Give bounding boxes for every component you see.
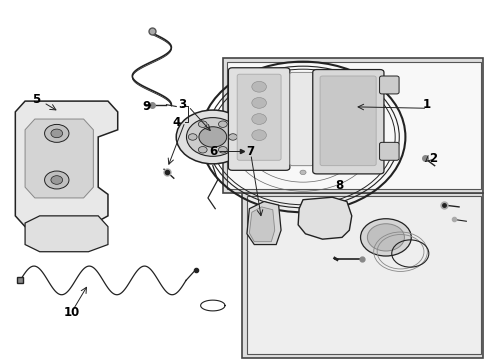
Text: 5: 5 bbox=[32, 93, 41, 106]
Polygon shape bbox=[246, 202, 281, 244]
Circle shape bbox=[333, 160, 340, 164]
Circle shape bbox=[283, 143, 292, 150]
Circle shape bbox=[347, 135, 353, 139]
Circle shape bbox=[199, 127, 226, 147]
FancyBboxPatch shape bbox=[222, 58, 483, 193]
Circle shape bbox=[198, 121, 207, 127]
Circle shape bbox=[299, 99, 305, 104]
Circle shape bbox=[265, 110, 271, 114]
Text: 6: 6 bbox=[209, 145, 217, 158]
Circle shape bbox=[279, 129, 288, 136]
Text: 4: 4 bbox=[172, 116, 181, 129]
Text: 8: 8 bbox=[335, 179, 343, 192]
FancyBboxPatch shape bbox=[379, 76, 398, 94]
Circle shape bbox=[44, 125, 69, 142]
Circle shape bbox=[333, 110, 340, 114]
Text: 10: 10 bbox=[64, 306, 80, 319]
Circle shape bbox=[251, 114, 266, 125]
Polygon shape bbox=[298, 197, 351, 239]
Circle shape bbox=[292, 130, 313, 144]
Polygon shape bbox=[25, 216, 108, 252]
Circle shape bbox=[186, 118, 239, 156]
Circle shape bbox=[176, 110, 249, 164]
Circle shape bbox=[251, 130, 266, 140]
Text: 3: 3 bbox=[178, 98, 186, 111]
Circle shape bbox=[317, 138, 326, 145]
Circle shape bbox=[299, 170, 305, 175]
Text: 7: 7 bbox=[245, 145, 254, 158]
Polygon shape bbox=[249, 207, 274, 242]
Circle shape bbox=[44, 171, 69, 189]
Text: 9: 9 bbox=[142, 100, 150, 113]
Circle shape bbox=[360, 219, 410, 256]
Text: 2: 2 bbox=[428, 152, 436, 165]
Circle shape bbox=[228, 134, 237, 140]
Circle shape bbox=[218, 147, 227, 153]
FancyBboxPatch shape bbox=[312, 69, 383, 174]
FancyBboxPatch shape bbox=[320, 76, 375, 166]
Circle shape bbox=[218, 121, 227, 127]
Circle shape bbox=[198, 147, 207, 153]
FancyBboxPatch shape bbox=[246, 196, 480, 354]
Circle shape bbox=[251, 135, 258, 139]
Polygon shape bbox=[25, 119, 93, 198]
Circle shape bbox=[272, 114, 333, 159]
Circle shape bbox=[51, 129, 62, 138]
FancyBboxPatch shape bbox=[228, 68, 289, 170]
FancyBboxPatch shape bbox=[379, 142, 398, 160]
FancyBboxPatch shape bbox=[242, 193, 483, 357]
FancyBboxPatch shape bbox=[237, 74, 281, 160]
Polygon shape bbox=[15, 101, 118, 226]
Circle shape bbox=[366, 224, 404, 251]
Circle shape bbox=[51, 176, 62, 184]
FancyBboxPatch shape bbox=[289, 72, 313, 166]
FancyBboxPatch shape bbox=[227, 62, 480, 189]
Circle shape bbox=[251, 81, 266, 92]
Circle shape bbox=[251, 98, 266, 108]
Circle shape bbox=[188, 134, 197, 140]
Circle shape bbox=[265, 160, 271, 164]
Circle shape bbox=[302, 148, 311, 155]
Circle shape bbox=[294, 119, 303, 126]
Text: 1: 1 bbox=[422, 98, 430, 111]
